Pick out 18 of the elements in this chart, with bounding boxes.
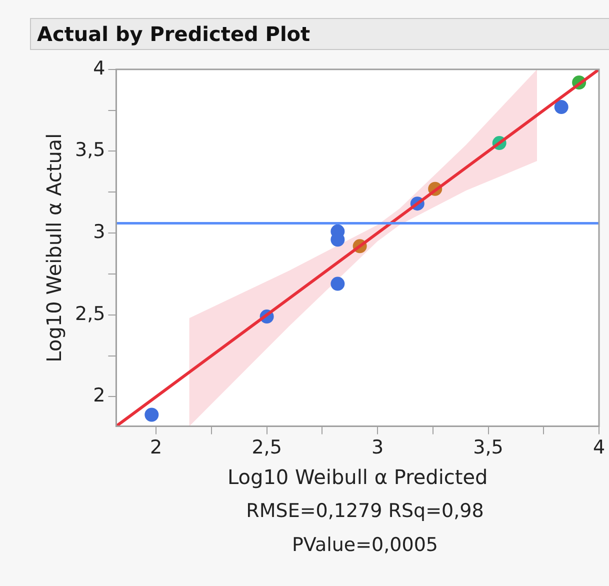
chart-title: Actual by Predicted Plot bbox=[30, 18, 609, 50]
point bbox=[554, 100, 568, 114]
x-tick-label: 2 bbox=[150, 436, 162, 459]
x-tick-label: 2,5 bbox=[252, 436, 282, 459]
y-tick-label: 3,5 bbox=[75, 139, 106, 162]
x-axis-title: Log10 Weibull α Predicted bbox=[227, 465, 488, 490]
y-tick-label: 2,5 bbox=[75, 302, 106, 325]
y-axis-title: Log10 Weibull α Actual bbox=[42, 133, 66, 362]
y-tick-label: 2 bbox=[93, 384, 106, 407]
x-tick-label: 3 bbox=[371, 436, 384, 459]
y-tick-label: 4 bbox=[93, 57, 106, 80]
point bbox=[330, 276, 345, 291]
text: RMSE=0,1279 RSq=0,98 bbox=[245, 500, 485, 522]
text: PValue=0,0005 bbox=[290, 534, 440, 556]
point bbox=[144, 408, 159, 422]
x-tick-label: 4 bbox=[592, 436, 606, 459]
y-tick-label: 3 bbox=[93, 221, 106, 244]
x-tick-label: 3,5 bbox=[473, 436, 504, 459]
